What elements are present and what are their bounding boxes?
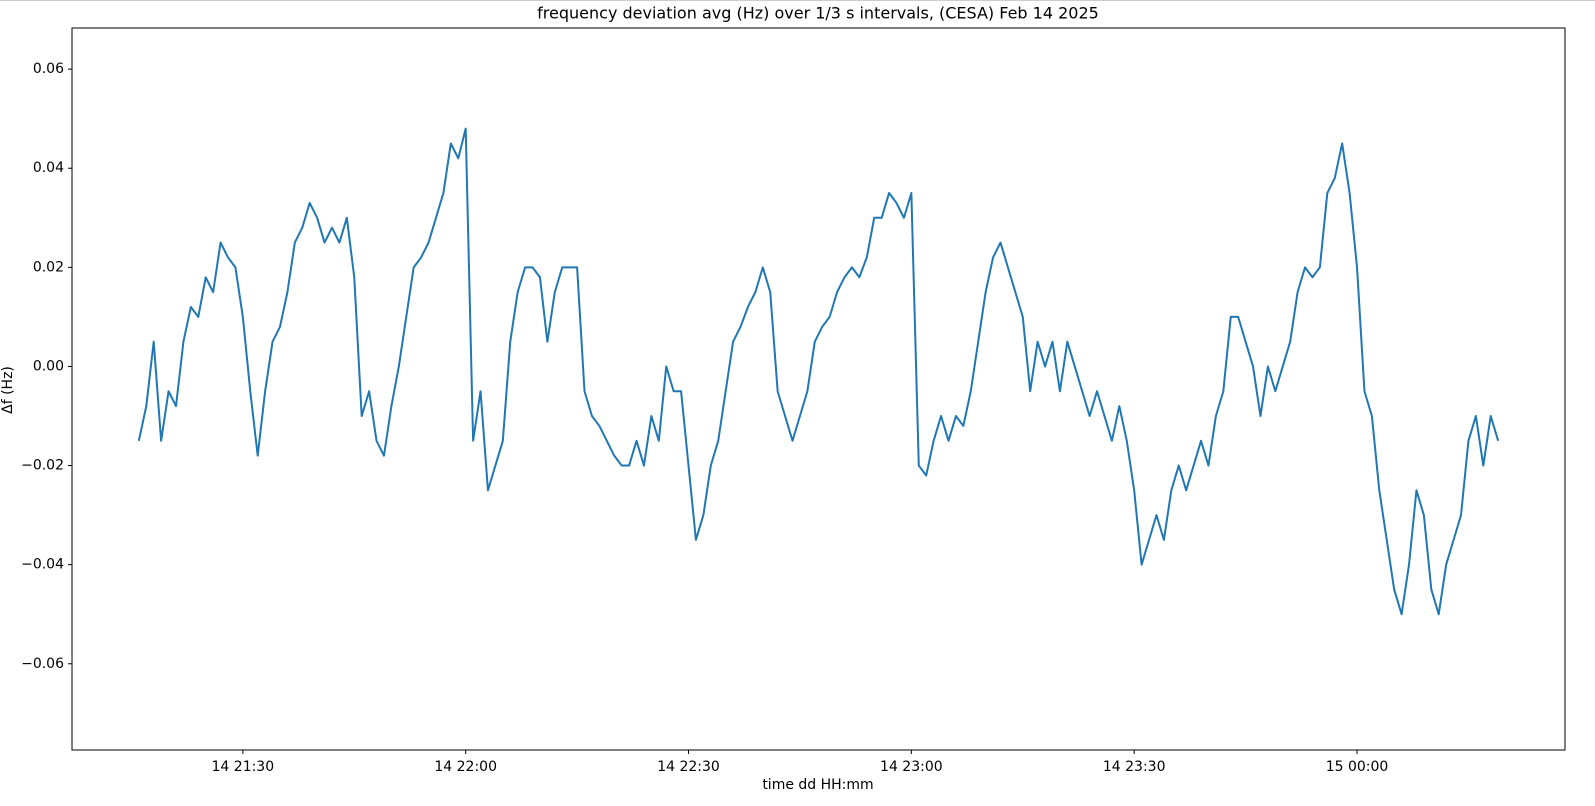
y-tick-label: 0.04 <box>33 160 64 176</box>
y-tick-label: −0.06 <box>21 656 64 672</box>
x-tick-label: 14 23:30 <box>1103 759 1166 775</box>
x-axis-label: time dd HH:mm <box>762 777 873 793</box>
y-tick-label: 0.00 <box>33 358 64 374</box>
y-tick-label: −0.04 <box>21 557 64 573</box>
plot-frame <box>71 27 1566 751</box>
y-tick-label: 0.02 <box>33 259 64 275</box>
x-tick-label: 15 00:00 <box>1326 759 1389 775</box>
x-tick-label: 14 23:00 <box>880 759 943 775</box>
y-axis-label: Δf (Hz) <box>0 366 16 414</box>
y-tick-label: 0.06 <box>33 61 64 77</box>
chart-title: frequency deviation avg (Hz) over 1/3 s … <box>537 4 1099 23</box>
data-line <box>137 127 1500 616</box>
x-tick-label: 14 22:30 <box>657 759 720 775</box>
x-tick-label: 14 22:00 <box>434 759 497 775</box>
x-tick-label: 14 21:30 <box>212 759 275 775</box>
y-tick-label: −0.02 <box>21 458 64 474</box>
